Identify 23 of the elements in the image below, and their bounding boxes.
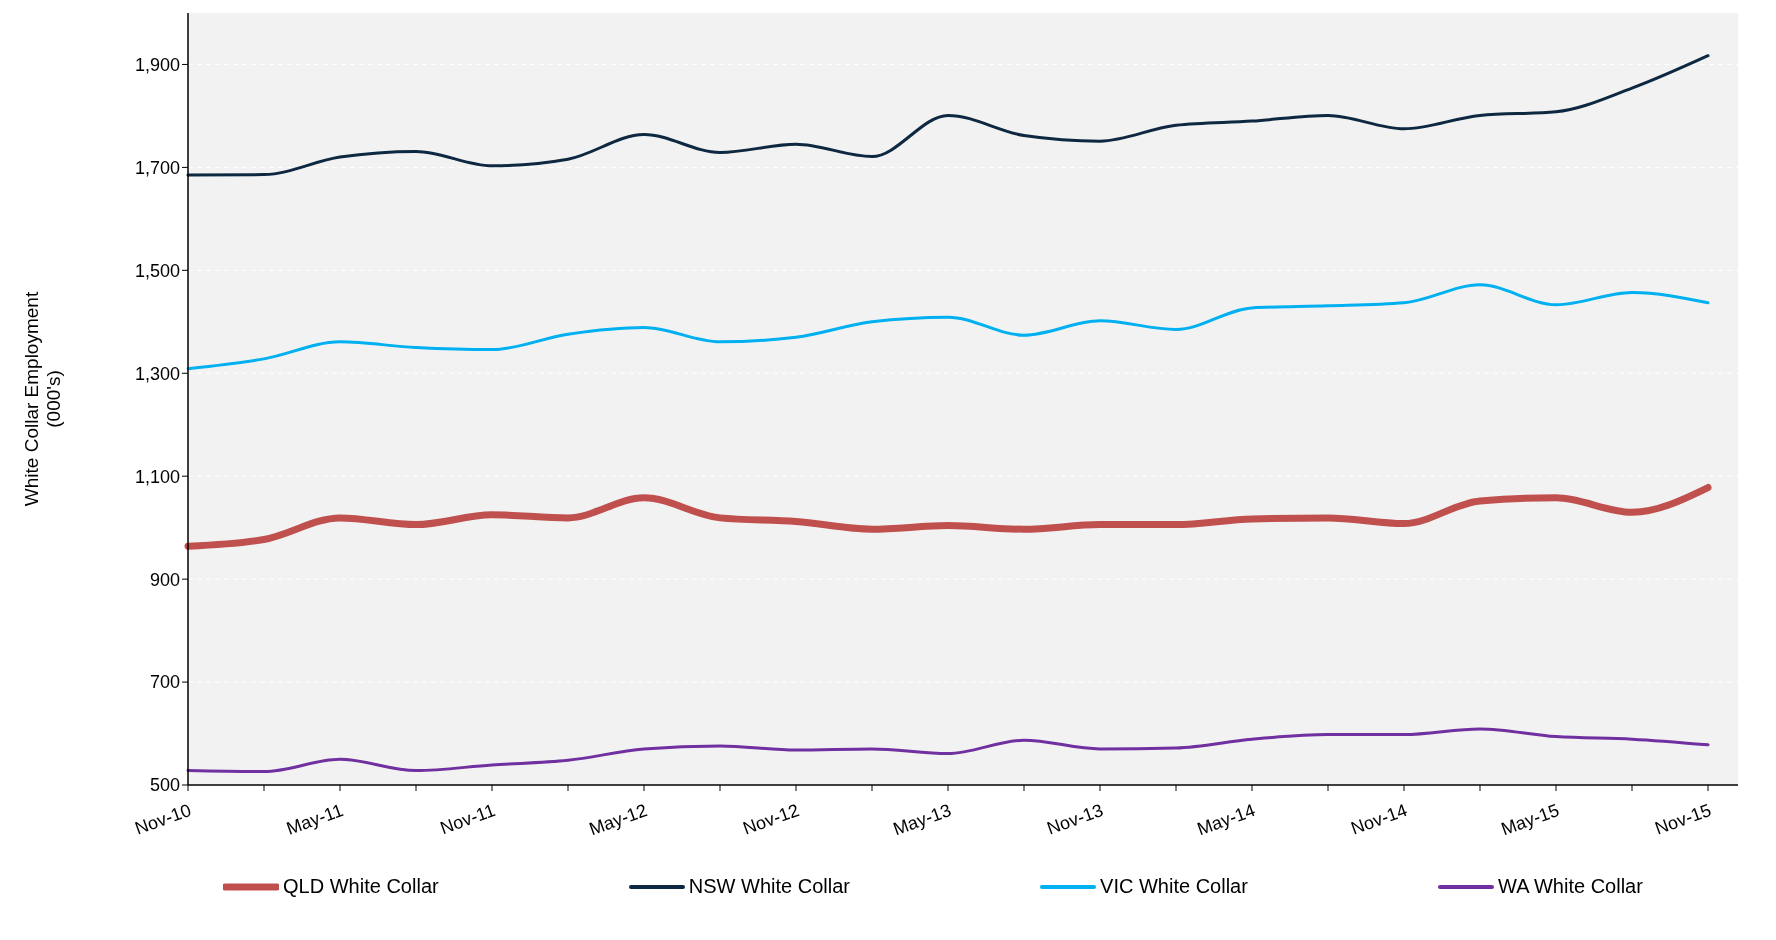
legend-label: WA White Collar [1498, 875, 1643, 898]
line-series [186, 283, 1710, 371]
x-tick-label: Nov-12 [740, 799, 802, 839]
x-tick-label: Nov-10 [132, 799, 194, 839]
y-tick-label: 1,300 [134, 363, 180, 384]
x-tick-label: Nov-13 [1044, 799, 1106, 839]
legend-label: VIC White Collar [1100, 875, 1248, 898]
y-tick-label: 1,100 [134, 466, 180, 487]
legend-label: QLD White Collar [283, 875, 439, 898]
line-series [186, 54, 1710, 177]
y-tick-label: 1,700 [134, 157, 180, 178]
legend-label: NSW White Collar [688, 875, 850, 898]
x-tick-label: May-11 [283, 799, 346, 839]
y-axis-title: White Collar Employment (000's) [21, 291, 64, 507]
x-tick-label: Nov-15 [1652, 799, 1714, 839]
line-series [186, 727, 1710, 774]
x-tick-label: Nov-11 [437, 799, 498, 839]
y-tick-label: 700 [149, 672, 180, 693]
y-tick-label: 1,900 [134, 54, 180, 75]
y-tick-label: 900 [149, 569, 180, 590]
x-tick-label: Nov-14 [1348, 799, 1410, 839]
y-tick-label: 1,500 [134, 260, 180, 281]
y-tick-label: 500 [149, 775, 180, 796]
